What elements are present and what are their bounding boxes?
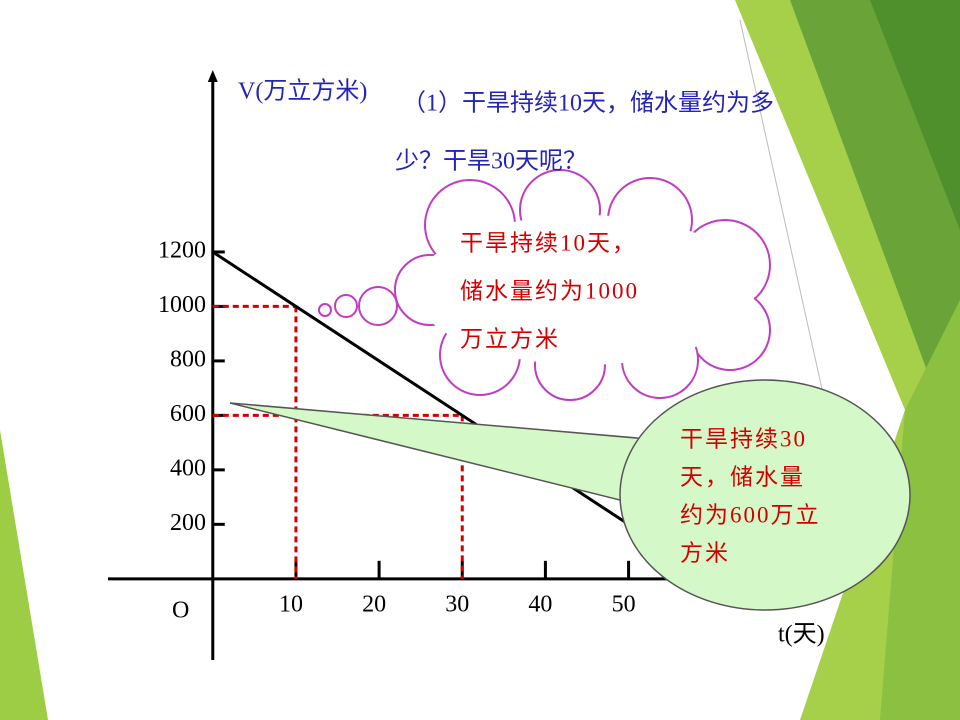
x-tick-label: 30	[445, 592, 469, 618]
x-tick-label: 10	[279, 592, 303, 618]
x-axis-label: t(天)	[778, 622, 825, 648]
y-tick-label: 1200	[158, 237, 206, 263]
bubble-text: 方米	[680, 540, 730, 565]
texts: 200 400 600 800 1000 1200 10 20 30 40 50 V(万立方米) t(天…	[158, 78, 825, 648]
y-tick-label: 400	[170, 455, 206, 481]
cloud-text: 储水量约为1000	[460, 278, 639, 303]
y-axis-label: V(万立方米)	[238, 78, 367, 105]
cloud-text: 万立方米	[460, 326, 560, 351]
question: 少？干旱30天呢？	[395, 148, 587, 175]
y-tick-label: 200	[170, 510, 206, 536]
x-tick-label: 40	[528, 592, 552, 618]
bubble-text: 天，储水量	[680, 464, 805, 489]
y-tick-label: 800	[170, 346, 206, 372]
cloud-text: 干旱持续10天，	[460, 230, 637, 255]
question: （1）干旱持续10天，储水量约为多	[402, 90, 774, 117]
origin-label: O	[172, 598, 189, 624]
y-tick-label: 1000	[158, 292, 206, 318]
y-tick-label: 600	[170, 401, 206, 427]
y-axis-arrow	[207, 70, 218, 82]
x-tick-label: 50	[612, 592, 636, 618]
bubble	[229, 379, 911, 611]
cloud	[318, 169, 771, 401]
bubble-text: 干旱持续30	[680, 426, 807, 451]
x-tick-label: 20	[362, 592, 386, 618]
bubble-text: 约为600万立	[680, 502, 821, 527]
